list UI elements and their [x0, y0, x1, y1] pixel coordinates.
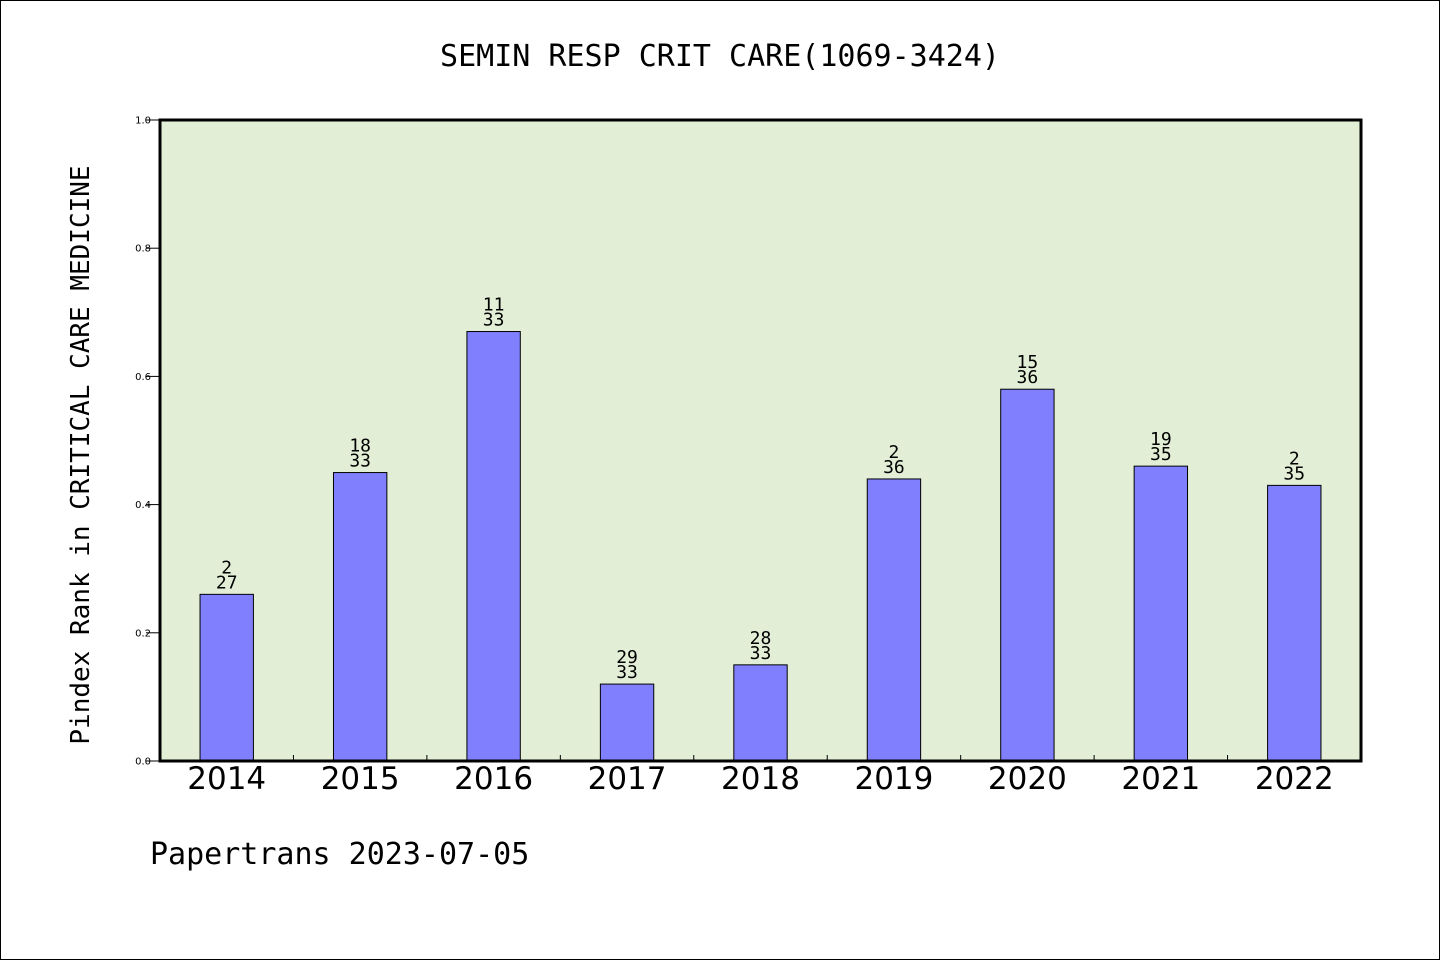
- bar-2022: [1267, 484, 1322, 762]
- x-tick-label-2018: 2018: [721, 761, 800, 797]
- y-tick-label: 0.4: [135, 500, 151, 511]
- rank-label-2016: 11: [483, 295, 505, 316]
- y-tick-label: 1.0: [135, 116, 151, 127]
- rank-label-2015: 18: [349, 436, 371, 457]
- bar-2014: [199, 593, 254, 762]
- bar-2021: [1133, 465, 1189, 762]
- x-tick-label-2017: 2017: [588, 761, 667, 797]
- chart-title: SEMIN RESP CRIT CARE(1069-3424): [440, 39, 1000, 74]
- rank-label-2017: 29: [616, 647, 638, 668]
- x-tick-label-2020: 2020: [988, 761, 1067, 797]
- total-label-2015: 33: [349, 451, 371, 472]
- x-tick-label-2019: 2019: [854, 761, 933, 797]
- y-tick-label: 0.0: [135, 757, 151, 768]
- x-tick-label-2014: 2014: [187, 761, 266, 797]
- bar-2016: [466, 331, 521, 762]
- rank-label-2021: 19: [1150, 429, 1172, 450]
- total-label-2021: 35: [1150, 444, 1172, 465]
- total-label-2017: 33: [616, 662, 638, 683]
- rank-label-2022: 2: [1289, 448, 1300, 469]
- y-axis-label: Pindex Rank in CRITICAL CARE MEDICINE: [66, 165, 96, 744]
- bar-2019: [866, 478, 922, 762]
- y-tick-label: 0.2: [135, 628, 151, 639]
- total-label-2022: 35: [1283, 463, 1305, 484]
- x-tick-label-2015: 2015: [321, 761, 400, 797]
- x-tick-label-2021: 2021: [1121, 761, 1200, 797]
- total-label-2019: 36: [883, 457, 905, 478]
- x-tick-label-2022: 2022: [1255, 761, 1334, 797]
- y-tick-label: 0.6: [135, 372, 151, 383]
- bar-2015: [332, 472, 388, 762]
- x-tick-label-2016: 2016: [454, 761, 533, 797]
- total-label-2020: 36: [1017, 367, 1039, 388]
- rank-label-2020: 15: [1017, 352, 1039, 373]
- rank-label-2018: 28: [750, 628, 772, 649]
- total-label-2018: 33: [750, 643, 772, 664]
- rank-label-2014: 2: [221, 557, 232, 578]
- bar-2017: [599, 683, 655, 762]
- axes-layer: 2014 2015 2016 2017 2018 2019 2020 2021 2022 0.0 0…: [135, 116, 1334, 798]
- rank-label-2019: 2: [889, 442, 900, 463]
- total-label-2014: 27: [216, 572, 238, 593]
- bar-2018: [733, 664, 788, 762]
- y-tick-label: 0.8: [135, 244, 151, 255]
- bar-2020: [1000, 388, 1055, 762]
- plot-border: [158, 118, 1363, 763]
- total-label-2016: 33: [483, 310, 505, 331]
- footer-text: Papertrans 2023-07-05: [150, 837, 529, 872]
